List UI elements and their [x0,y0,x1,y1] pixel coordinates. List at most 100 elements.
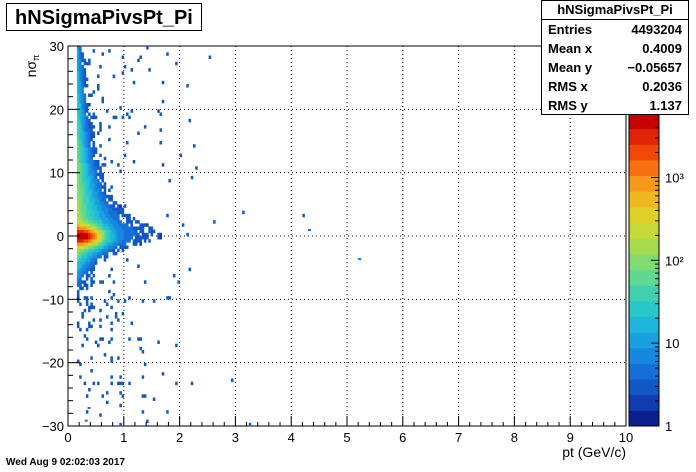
heatmap-cell [92,153,96,158]
heatmap-cell [99,239,102,243]
heatmap-cell [94,226,98,230]
heatmap-cell [99,280,102,284]
heatmap-cell [139,239,142,243]
heatmap-cell [94,163,98,167]
heatmap-cell [88,223,91,227]
heatmap-cell [117,210,120,215]
heatmap-cell [141,223,145,227]
heatmap-cell [141,350,145,354]
heatmap-cell [79,87,82,91]
heatmap-cell [123,229,127,234]
heatmap-cell [81,103,84,107]
heatmap-cell [117,318,120,322]
heatmap-cell [88,188,91,192]
heatmap-cell [76,248,80,253]
heatmap-cell [94,207,98,211]
heatmap-cell [79,118,82,123]
heatmap-cell [88,248,91,253]
heatmap-cell [83,261,87,265]
heatmap-cell [79,191,82,196]
heatmap-cell [85,258,89,262]
heatmap-cell [90,213,93,218]
heatmap-cell [76,210,80,215]
heatmap-cell [108,274,111,278]
heatmap-cell [108,340,111,344]
heatmap-cell [123,65,127,69]
heatmap-cell [92,115,96,120]
heatmap-cell [97,242,100,246]
stats-value: 4493204 [631,22,682,37]
heatmap-cell [110,229,113,234]
heatmap-cell [79,103,82,107]
heatmap-cell [94,236,98,240]
stats-rows: Entries 4493204 Mean x 0.4009 Mean y −0.05657… [542,20,688,115]
heatmap-cell [92,217,96,221]
heatmap-cell [79,264,82,268]
heatmap-cell [76,52,80,56]
heatmap-cell [81,125,84,129]
heatmap-cell [94,229,98,234]
heatmap-cell [132,80,136,85]
heatmap-cell [101,226,105,230]
heatmap-cell [101,96,105,101]
heatmap-cell [92,213,96,218]
heatmap-cell [99,220,102,224]
heatmap-cell [90,153,93,158]
heatmap-cell [99,217,102,221]
heatmap-cell [99,125,102,129]
heatmap-cell [90,210,93,215]
heatmap-cell [88,166,91,170]
heatmap-cell [242,210,245,215]
heatmap-cell [110,296,113,300]
heatmap-cell [110,194,113,199]
y-tick-label: −10 [42,292,64,307]
heatmap-cell [108,239,111,243]
heatmap-cell [139,236,142,240]
heatmap-cell [76,71,80,75]
heatmap-cell [141,226,145,230]
heatmap-cell [123,204,127,208]
heatmap-cell [128,381,131,386]
heatmap-cell [126,239,129,243]
heatmap-cell [83,226,87,230]
heatmap-cell [83,150,87,154]
heatmap-cell [83,182,87,186]
heatmap-cell [97,131,100,135]
heatmap-cell [130,236,134,240]
heatmap-cell [90,324,93,329]
heatmap-cell [130,223,134,227]
y-tick-label: 30 [50,39,64,54]
heatmap-cell [83,381,87,386]
heatmap-cell [105,255,109,259]
heatmap-cell [126,236,129,240]
heatmap-cell [85,182,89,186]
heatmap-cell [76,217,80,221]
heatmap-cell [85,141,89,145]
heatmap-cell [76,185,80,189]
heatmap-cell [119,226,122,230]
heatmap-cell [123,239,127,243]
stats-row: Entries 4493204 [542,20,688,39]
heatmap-cell [121,226,125,230]
heatmap-cell [186,84,189,88]
heatmap-cell [132,229,136,234]
heatmap-cell [117,226,120,230]
heatmap-cell [79,55,82,59]
heatmap-cell [112,232,116,237]
heatmap-cell [85,169,89,173]
heatmap-cell [94,169,98,173]
heatmap-cell [83,144,87,148]
heatmap-cell [85,109,89,113]
heatmap-cell [99,166,102,170]
heatmap-cell [92,179,96,183]
heatmap-cell [121,232,125,237]
heatmap-cell [79,242,82,246]
heatmap-cell [79,96,82,101]
heatmap-cell [126,258,129,262]
heatmap-cell [123,232,127,237]
heatmap-cell [79,131,82,135]
heatmap-cell [90,125,93,129]
heatmap-cell [88,150,91,154]
heatmap-cell [79,258,82,262]
heatmap-cell [85,264,89,268]
